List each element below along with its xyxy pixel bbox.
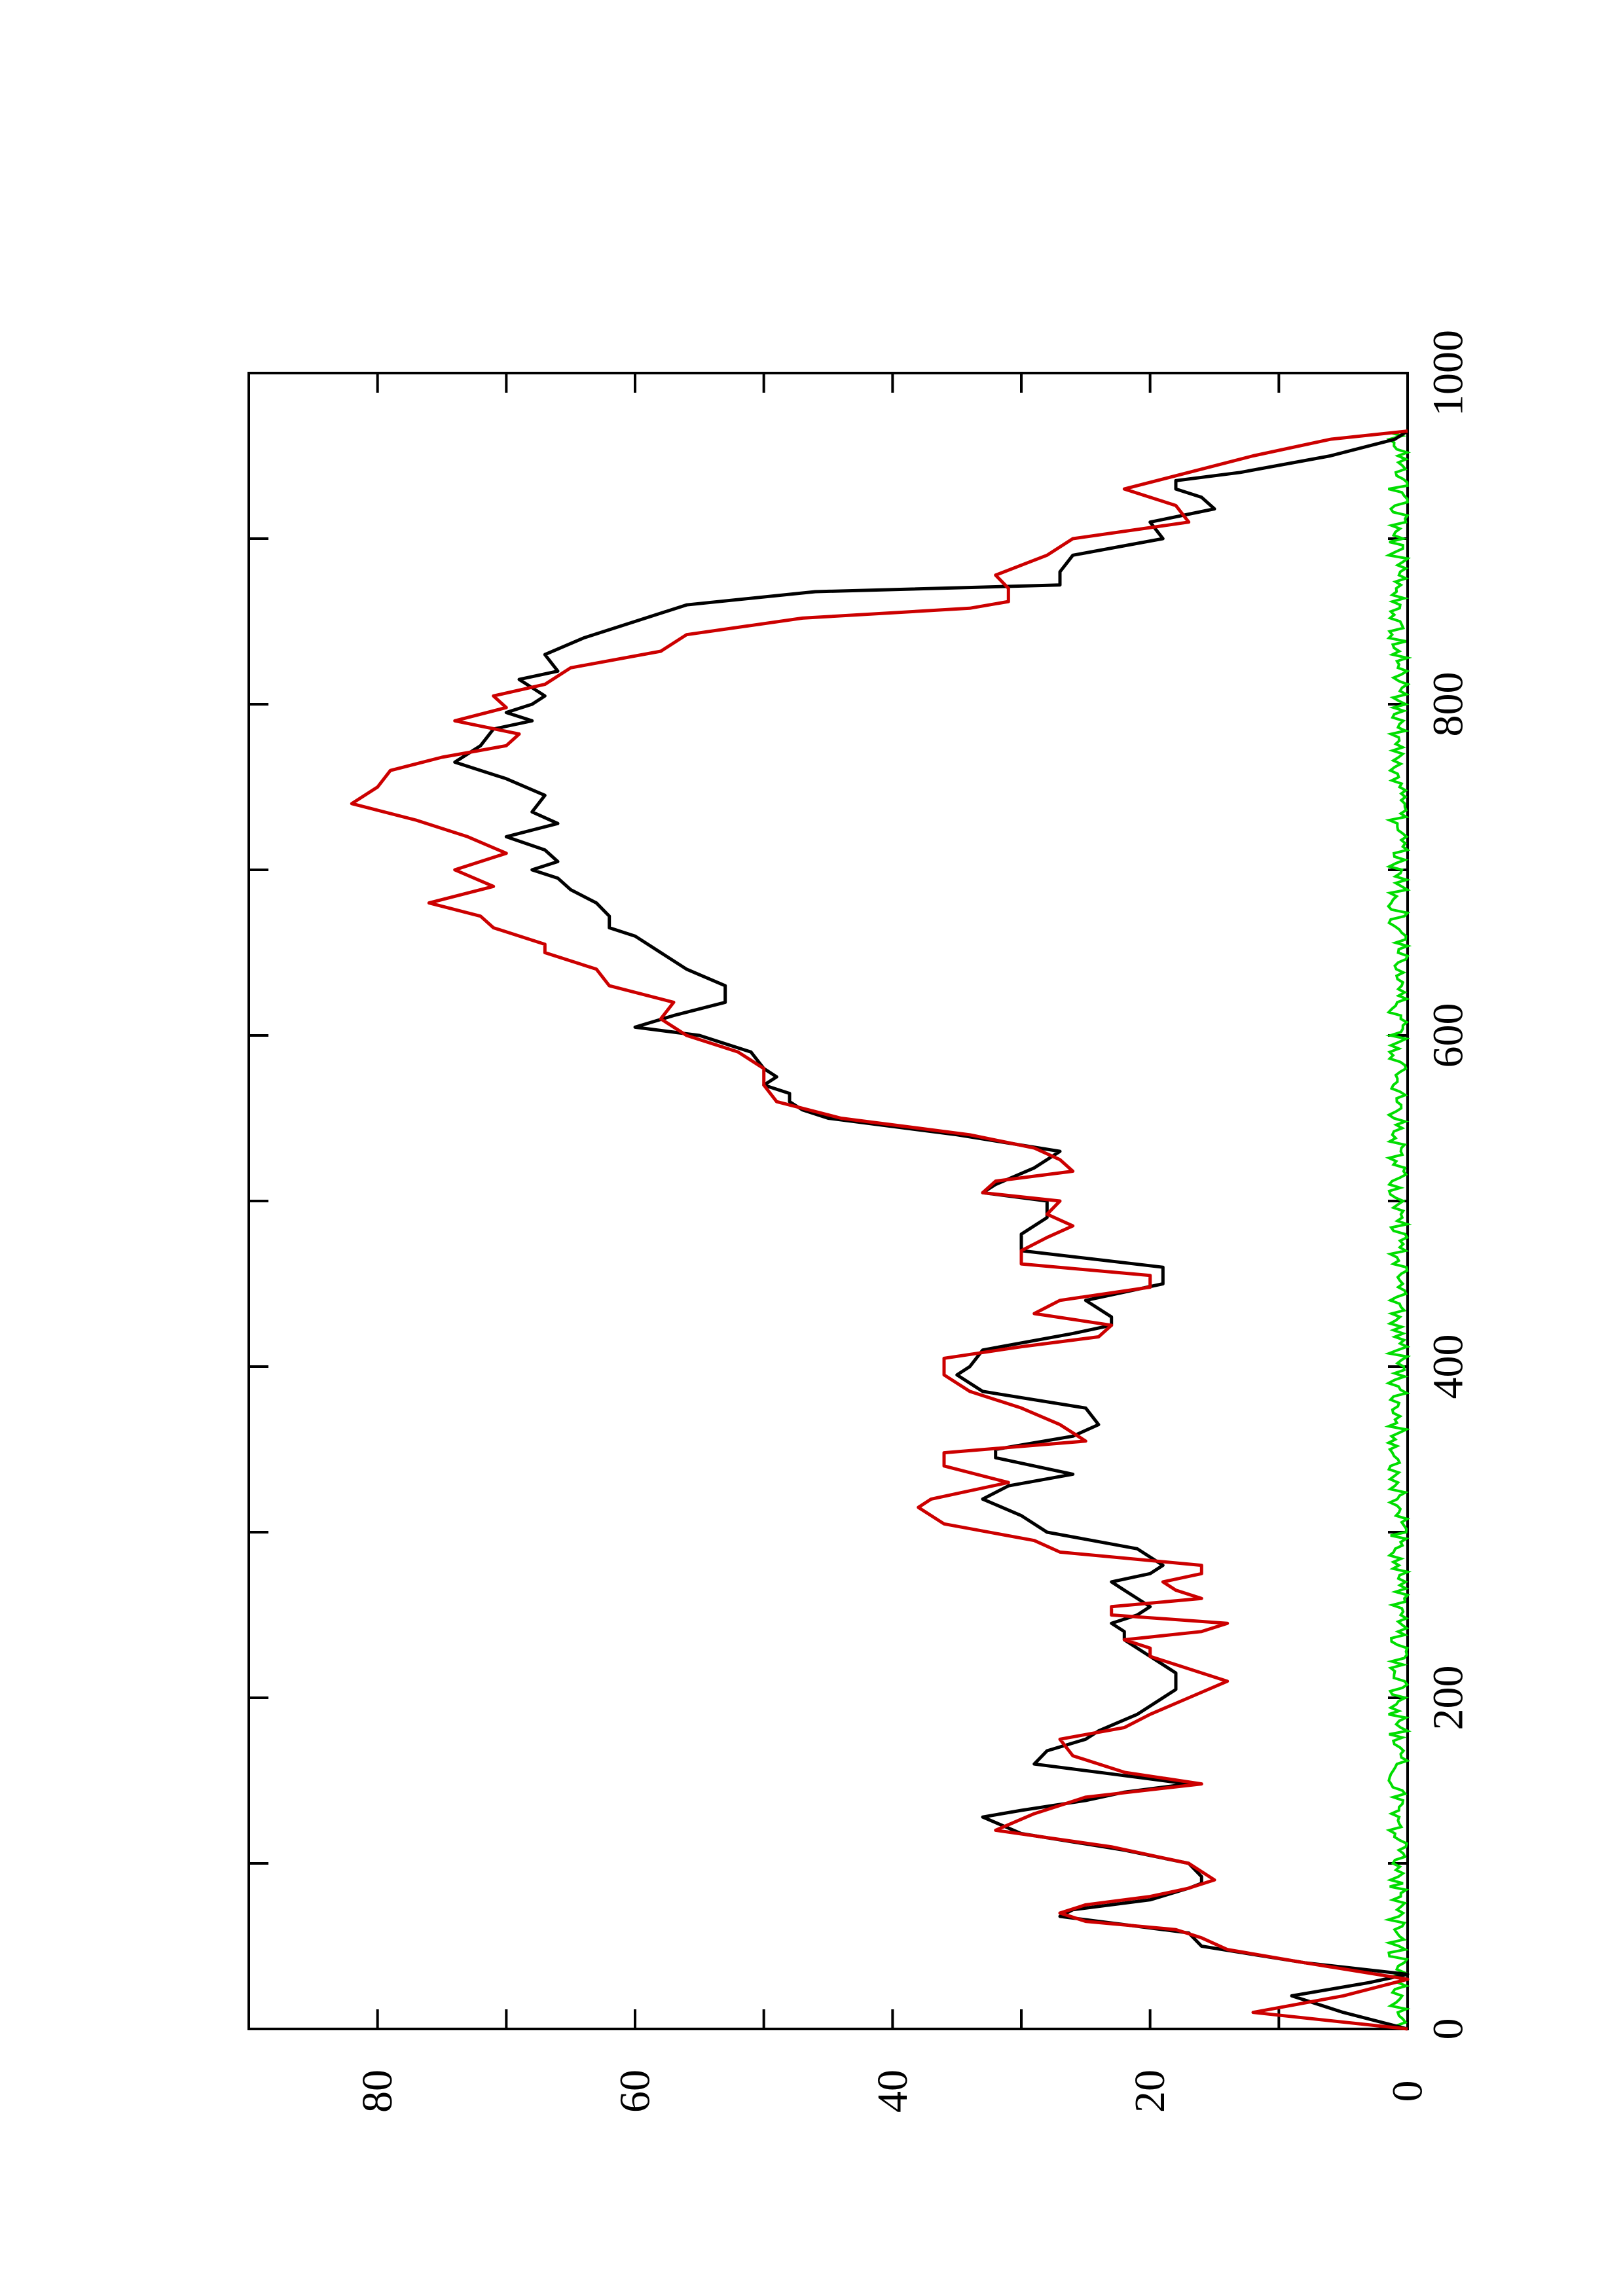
- series-line-red: [350, 429, 1410, 2031]
- y-tick-label: 60: [611, 2070, 659, 2113]
- plot-frame: [247, 372, 1409, 2030]
- y-tick-label: 80: [354, 2070, 401, 2113]
- x-tick-label: 400: [1425, 1335, 1472, 1399]
- x-tick-label: 200: [1425, 1666, 1472, 1731]
- x-tick-label: 1000: [1425, 330, 1472, 416]
- x-tick-label: 0: [1425, 2018, 1472, 2040]
- x-tick-label: 800: [1425, 672, 1472, 737]
- series-line-black: [453, 429, 1410, 2031]
- y-tick-label: 40: [869, 2070, 917, 2113]
- series-layer: [350, 429, 1413, 2031]
- axis-ticks: [249, 372, 1409, 2030]
- series-line-green: [1383, 431, 1413, 2030]
- y-tick-label: 0: [1384, 2081, 1432, 2102]
- axis-tick-labels: 0 200 400 600 800 1000 0 20 40 60 80: [354, 330, 1472, 2113]
- x-tick-label: 600: [1425, 1003, 1472, 1068]
- y-tick-label: 20: [1126, 2070, 1174, 2113]
